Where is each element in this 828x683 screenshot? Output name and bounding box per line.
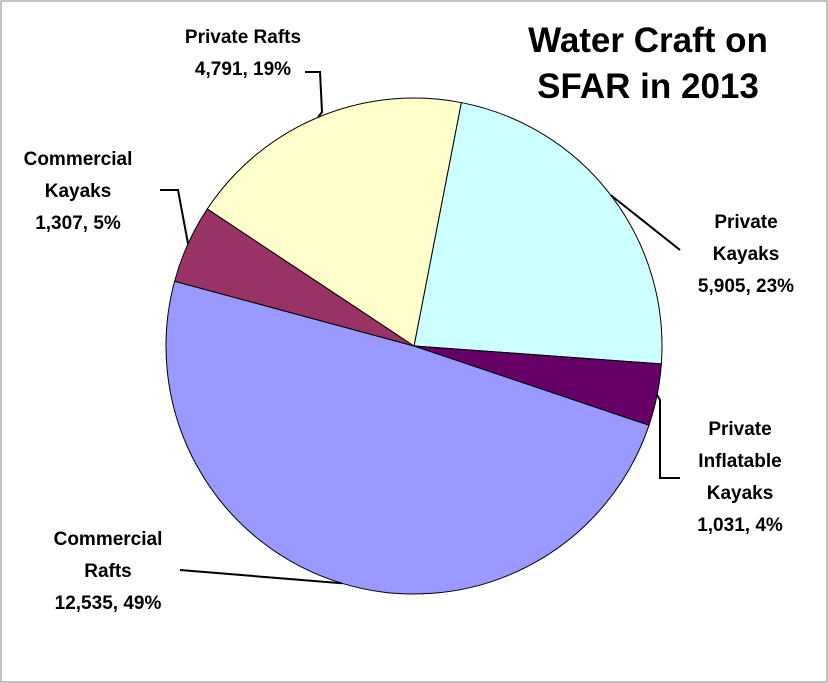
category-label: Commercial Rafts bbox=[53, 529, 163, 582]
data-label: Private Rafts 4,791, 19% bbox=[184, 22, 302, 86]
data-label: Private Inflatable Kayaks 1,031, 4% bbox=[681, 414, 799, 542]
data-label: Commercial Rafts 12,535, 49% bbox=[49, 524, 167, 620]
leader-line bbox=[610, 194, 681, 251]
value-label: 1,031, 4% bbox=[697, 515, 783, 536]
value-label: 5,905, 23% bbox=[697, 276, 795, 297]
value-label: 4,791, 19% bbox=[194, 59, 292, 80]
data-label: Private Kayaks 5,905, 23% bbox=[687, 207, 805, 303]
leader-line bbox=[656, 394, 680, 479]
leader-line bbox=[160, 189, 190, 244]
category-label: Private Inflatable Kayaks bbox=[698, 419, 782, 504]
category-label: Private Rafts bbox=[184, 27, 302, 48]
pie-slice bbox=[165, 280, 650, 595]
value-label: 12,535, 49% bbox=[54, 593, 162, 614]
data-label: Commercial Kayaks 1,307, 5% bbox=[19, 144, 137, 240]
leader-line bbox=[179, 569, 342, 585]
pie-slice bbox=[206, 97, 462, 347]
chart-title: Water Craft on SFAR in 2013 bbox=[528, 21, 768, 106]
category-label: Private Kayaks bbox=[712, 212, 780, 265]
value-label: 1,307, 5% bbox=[35, 213, 121, 234]
category-label: Commercial Kayaks bbox=[23, 149, 133, 202]
leader-line bbox=[305, 71, 324, 118]
